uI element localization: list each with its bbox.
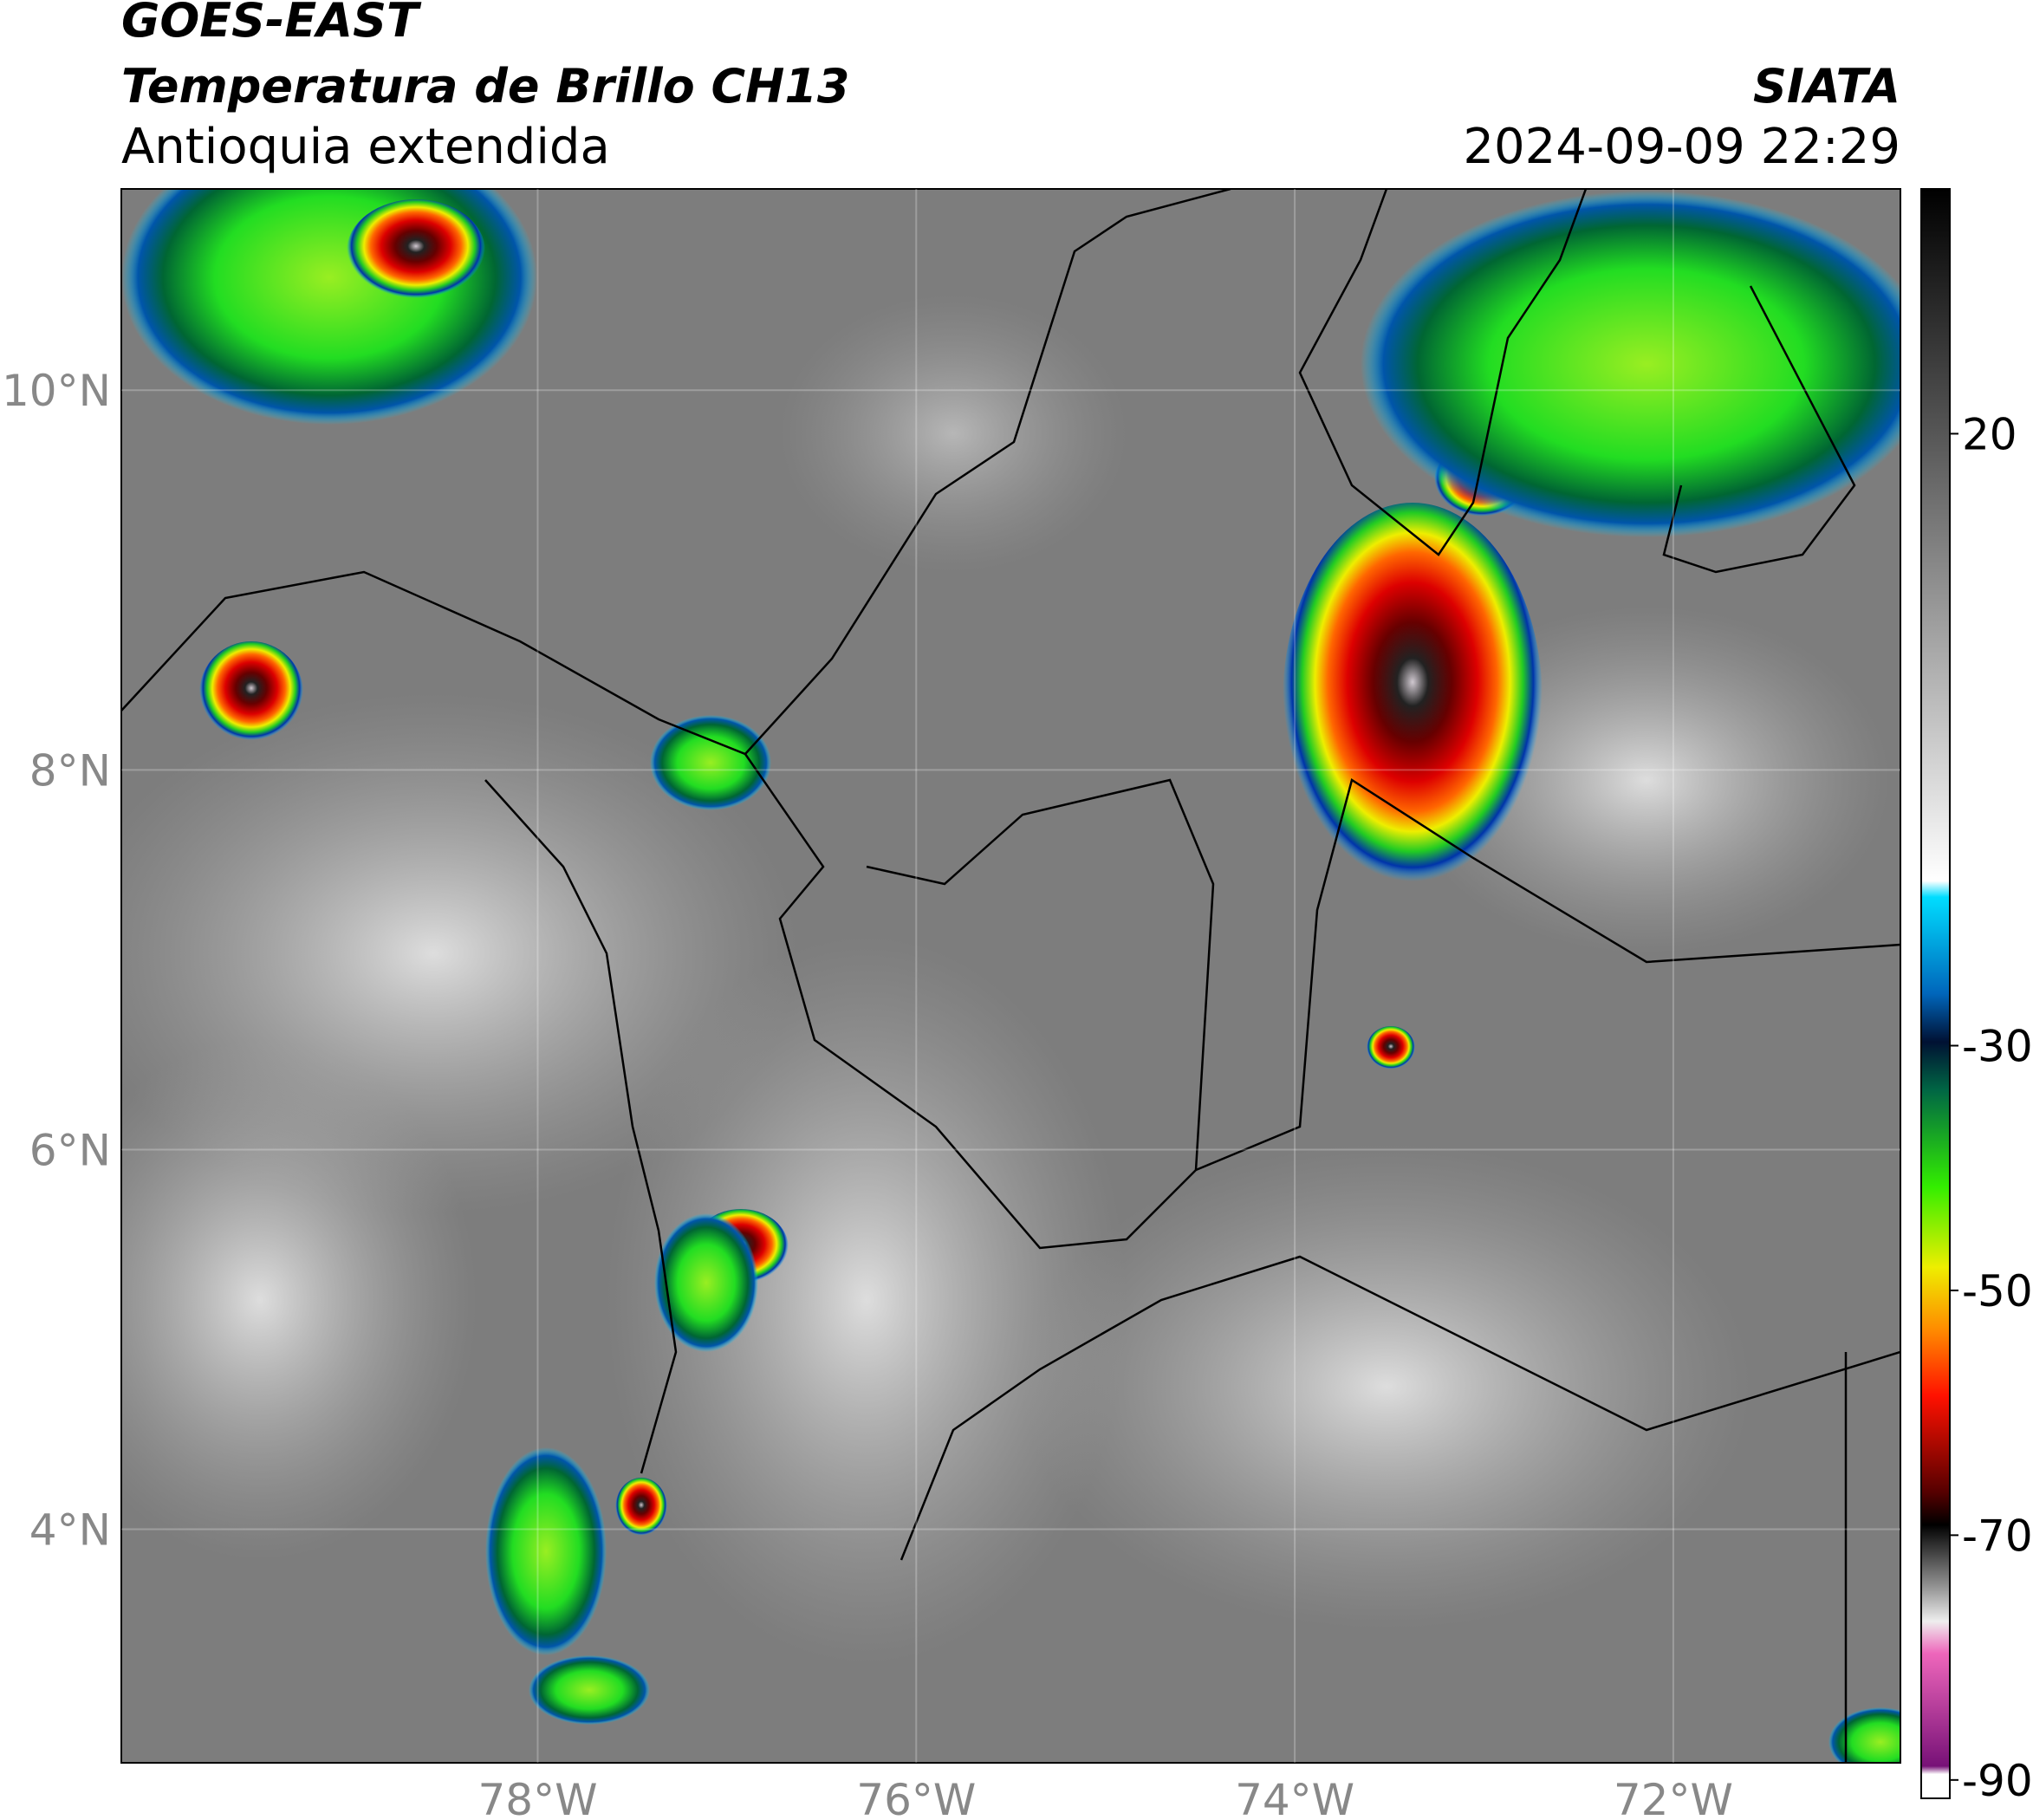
subtitle: Antioquia extendida	[121, 119, 610, 175]
y-tick-label: 4°N	[29, 1505, 111, 1556]
colorbar-tick-label: -90	[1962, 1756, 2033, 1806]
colorbar-tick-label: -70	[1962, 1511, 2033, 1561]
colorbar-tick-label: 20	[1962, 409, 2017, 459]
colorbar	[1920, 188, 1951, 1799]
colorbar-tick-label: -30	[1962, 1022, 2033, 1072]
y-tick-label: 8°N	[29, 745, 111, 796]
x-tick-label: 78°W	[477, 1775, 597, 1820]
x-tick-label: 72°W	[1614, 1775, 1733, 1820]
y-tick-label: 10°N	[2, 366, 111, 416]
datetime: 2024-09-09 22:29	[1463, 119, 1900, 175]
imagery	[121, 189, 1900, 1763]
map-frame	[120, 188, 1901, 1764]
title: GOES-EAST	[121, 0, 422, 48]
x-tick-label: 76°W	[856, 1775, 976, 1820]
title: Temperatura de Brillo CH13	[121, 59, 850, 114]
x-tick-label: 74°W	[1235, 1775, 1354, 1820]
y-tick-label: 6°N	[29, 1125, 111, 1175]
colorbar-tick-label: -50	[1962, 1266, 2033, 1316]
org: SIATA	[1753, 59, 1900, 114]
